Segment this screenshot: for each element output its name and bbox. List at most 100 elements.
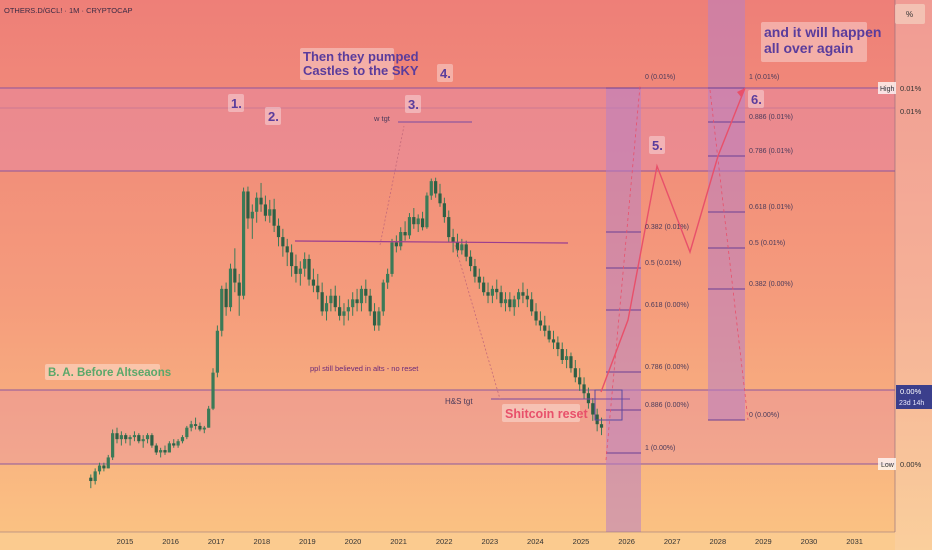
fib1-label: 1 (0.00%) <box>645 445 675 452</box>
candle-body <box>512 299 516 308</box>
again-text-bg <box>761 22 867 62</box>
projected-dashed-a <box>605 85 641 461</box>
candle-body <box>560 349 564 360</box>
candle-body <box>159 450 163 453</box>
candle-body <box>333 295 337 308</box>
candle-body <box>381 282 385 312</box>
wave-4: 4. <box>440 66 451 81</box>
candle-body <box>228 268 233 308</box>
x-tick-label: 2031 <box>846 537 863 546</box>
candle-body <box>508 299 512 308</box>
candle-body <box>185 427 189 438</box>
candle-body <box>163 450 167 453</box>
candle-body <box>255 197 259 212</box>
candle-body <box>434 181 438 194</box>
fib2-label: 1 (0.01%) <box>749 74 779 81</box>
again-text: and it will happen all over again <box>764 24 881 56</box>
candle-body <box>259 197 263 205</box>
candle-body <box>316 285 320 293</box>
candle-body <box>202 427 206 430</box>
current-price-badge <box>896 385 932 409</box>
candle-body <box>473 266 477 277</box>
candle-body <box>425 195 429 228</box>
x-tick-label: 2021 <box>390 537 407 546</box>
castles-text: Then they pumped Castles to the SKY <box>303 49 419 78</box>
candle-body <box>237 282 241 296</box>
candle-body <box>490 288 494 296</box>
high-tag: High <box>880 86 895 93</box>
candle-body <box>220 288 224 331</box>
candle-body <box>377 311 381 326</box>
candle-body <box>564 356 569 360</box>
w-tgt-label: w tgt <box>373 114 391 123</box>
candle-body <box>538 320 543 326</box>
projected-dashed-b <box>709 89 749 421</box>
candle-body <box>394 242 398 247</box>
scale-button[interactable] <box>895 4 925 24</box>
low-value: 0.00% <box>900 460 922 469</box>
candle-body <box>167 443 171 453</box>
fib2-label: 0 (0.00%) <box>749 412 779 419</box>
candle-body <box>215 330 219 373</box>
wave-3: 3. <box>408 97 419 112</box>
wave-3-bg <box>405 95 421 113</box>
candle-body <box>198 425 202 430</box>
time-axis[interactable] <box>0 532 895 550</box>
wave-5: 5. <box>652 138 663 153</box>
candle-body <box>495 288 499 293</box>
w-pattern-guide <box>379 125 405 246</box>
candle-body <box>285 246 289 253</box>
candle-body <box>338 307 342 316</box>
wave-1-bg <box>228 94 244 112</box>
candle-body <box>364 288 368 296</box>
candle-body <box>503 299 508 304</box>
candle-body <box>115 433 119 440</box>
castles-text-bg <box>300 48 394 80</box>
candle-body <box>464 244 468 257</box>
candle-body <box>486 292 490 296</box>
candle-body <box>599 424 604 428</box>
candle-body <box>320 292 324 312</box>
candle-body <box>241 191 246 296</box>
fib2-label: 0.786 (0.01%) <box>749 148 793 155</box>
wave-6: 6. <box>751 92 762 107</box>
wave-1: 1. <box>231 96 242 111</box>
candle-body <box>289 252 294 267</box>
candle-body <box>207 408 211 428</box>
symbol-title: OTHERS.D/GCL! · 1M · CRYPTOCAP <box>4 6 133 15</box>
candle-body <box>547 330 551 340</box>
candle-body <box>412 217 416 225</box>
reset-box <box>594 389 623 421</box>
candle-body <box>399 232 403 247</box>
hs-guide <box>454 244 501 400</box>
candle-body <box>89 477 93 482</box>
candle-body <box>420 218 425 228</box>
second-value: 0.01% <box>900 107 922 116</box>
arrow-head <box>737 88 745 97</box>
low-tag: Low <box>881 462 895 469</box>
candle-body <box>534 311 538 321</box>
candle-body <box>246 191 250 219</box>
candle-body <box>233 268 237 283</box>
projected-path <box>600 87 746 393</box>
candle-body <box>586 393 591 404</box>
candle-body <box>499 292 503 304</box>
fib1-label: 0.382 (0.01%) <box>645 224 689 231</box>
candle-body <box>372 311 377 326</box>
x-tick-label: 2028 <box>709 537 726 546</box>
candle-body <box>355 299 359 304</box>
candle-body <box>281 237 285 247</box>
candle-body <box>150 435 154 446</box>
candle-body <box>530 299 534 312</box>
candle-body <box>407 217 412 236</box>
high-tag-bg <box>878 82 896 94</box>
wave-6-bg <box>748 90 764 108</box>
candle-body <box>386 273 390 283</box>
price-scale[interactable] <box>895 0 932 550</box>
candle-body <box>311 279 316 286</box>
candle-body <box>111 433 115 458</box>
candle-body <box>482 282 486 293</box>
candle-body <box>442 203 446 218</box>
candle-body <box>119 435 123 440</box>
